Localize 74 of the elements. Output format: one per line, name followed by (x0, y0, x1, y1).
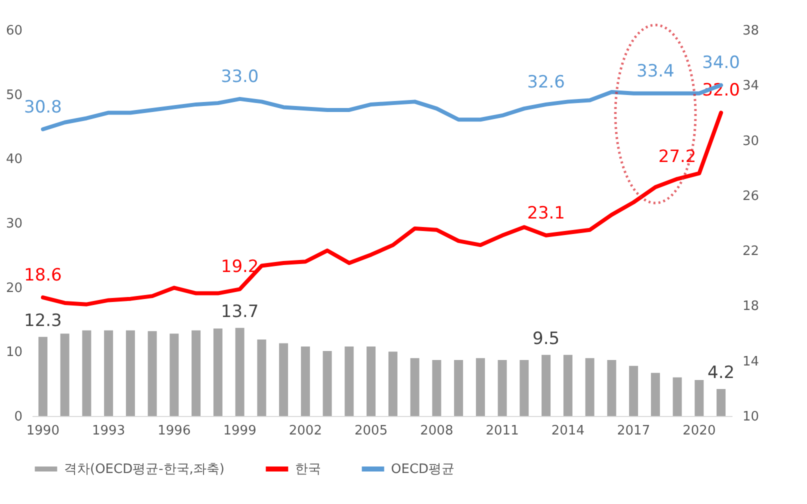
data-label: 30.8 (24, 97, 62, 118)
bar (170, 334, 179, 416)
bar (366, 346, 376, 416)
data-label: 23.1 (527, 203, 565, 224)
bar (279, 343, 288, 416)
y2-tick-label: 34 (742, 78, 760, 94)
data-label: 19.2 (220, 257, 259, 278)
bar (104, 330, 114, 416)
y-tick-label: 30 (6, 216, 22, 232)
y-tick-label: 60 (6, 24, 22, 38)
y-tick-label: 40 (6, 152, 22, 168)
data-label: 33.0 (220, 66, 259, 87)
y2-tick-label: 18 (742, 299, 760, 314)
bar (432, 360, 442, 416)
bar (716, 388, 726, 416)
bar (585, 358, 594, 416)
bar (542, 354, 551, 416)
y-tick-label: 50 (6, 88, 22, 103)
bar (148, 331, 157, 416)
data-label: 32.6 (527, 72, 565, 92)
x-tick-label: 2005 (354, 424, 388, 438)
x-tick-label: 1990 (26, 424, 60, 438)
x-tick-label: 2011 (486, 424, 519, 438)
bar (126, 330, 135, 416)
y2-tick-label: 22 (742, 244, 760, 260)
bar (344, 346, 354, 416)
legend-label: 격차(OECD평균-한국,좌축) (64, 462, 225, 477)
data-label: 12.3 (24, 310, 62, 331)
bar (498, 360, 507, 416)
data-label: 18.6 (24, 265, 62, 286)
x-tick-label: 2020 (682, 424, 716, 438)
data-label: 13.7 (220, 302, 259, 322)
bar (672, 377, 682, 416)
y2-tick-label: 38 (742, 24, 760, 38)
y-tick-label: 20 (6, 280, 22, 296)
y2-tick-label: 14 (742, 354, 760, 370)
bar (322, 351, 332, 416)
bar (235, 328, 244, 416)
bar (694, 380, 704, 416)
x-tick-label: 2014 (551, 424, 584, 438)
y-tick-label: 0 (14, 410, 22, 424)
x-tick-label: 1993 (92, 424, 126, 438)
bar (213, 328, 222, 416)
y2-tick-label: 30 (742, 134, 760, 149)
bar (82, 330, 92, 416)
y2-tick-label: 26 (742, 188, 760, 204)
data-label: 27.2 (658, 146, 696, 167)
bar (563, 354, 572, 416)
bar (257, 339, 266, 416)
bar (192, 330, 201, 416)
bar (454, 360, 464, 416)
x-tick-label: 2002 (288, 424, 322, 438)
bar (38, 336, 48, 416)
legend-label: 한국 (295, 462, 321, 477)
bar (60, 334, 70, 416)
x-tick-label: 2017 (617, 424, 650, 438)
x-tick-label: 2008 (420, 424, 454, 438)
bar (607, 360, 616, 416)
data-label: 9.5 (532, 328, 560, 349)
x-tick-label: 1996 (158, 424, 191, 438)
data-label: 34.0 (702, 53, 740, 74)
bar (520, 360, 529, 416)
y2-tick-label: 10 (742, 410, 760, 424)
y-tick-label: 10 (6, 345, 22, 360)
bar (410, 358, 420, 416)
x-tick-label: 1999 (223, 424, 256, 438)
legend-label: OECD평균 (391, 462, 455, 477)
bar (629, 366, 638, 416)
bar (650, 372, 660, 416)
data-label: 4.2 (708, 362, 735, 383)
bar (476, 358, 485, 416)
data-label: 33.4 (636, 61, 674, 82)
bar (388, 352, 398, 416)
bar (300, 346, 310, 416)
